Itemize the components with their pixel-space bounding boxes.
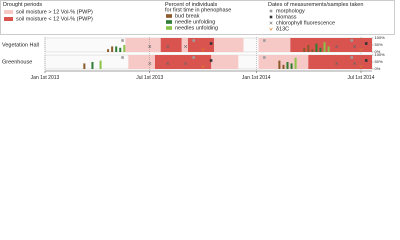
legend-label: chlorophyll fluorescence	[276, 20, 335, 26]
measurement-marker	[353, 44, 357, 49]
phenology-bar	[286, 62, 289, 69]
phenology-bar	[319, 47, 322, 52]
drought-period	[154, 55, 212, 69]
legend-title: for first time in phenophase	[165, 7, 231, 13]
legend-symbol	[269, 27, 273, 31]
legend-title: Percent of individuals	[165, 2, 218, 8]
measurement-marker	[192, 56, 196, 59]
row-label: Greenhouse	[2, 59, 32, 65]
measurement-marker	[359, 48, 363, 52]
x-tick-label: Jul 1st 2014	[348, 75, 375, 81]
measurement-marker	[192, 39, 196, 42]
legend-symbol	[269, 21, 273, 25]
y-tick-label: 50%	[375, 59, 383, 64]
row-label: Vegetation Hall	[2, 42, 39, 48]
drought-period	[258, 55, 320, 69]
measurement-marker	[201, 48, 205, 52]
legend-label: soil moisture < 12 Vol-% (PWP)	[16, 16, 93, 22]
x-tick-label: Jul 1st 2013	[136, 75, 163, 81]
y-tick-label: 100%	[375, 35, 386, 40]
legend-swatch	[4, 17, 13, 21]
legend-label: δ13C	[276, 26, 289, 32]
phenology-bar	[327, 46, 330, 52]
phenology-bar	[278, 60, 281, 69]
chart: Drought periods Percent of individuals f…	[0, 0, 395, 81]
measurement-marker	[184, 44, 188, 49]
legend-title: Drought periods	[3, 2, 42, 8]
legend-label: bud break	[175, 13, 200, 19]
y-tick-label: 0%	[375, 49, 381, 54]
measurement-marker	[148, 44, 152, 49]
measurement-marker	[350, 39, 354, 42]
measurement-marker	[166, 44, 170, 49]
legend-swatch	[166, 26, 172, 30]
drought-period	[290, 38, 372, 52]
x-tick-label: Jan 1st 2014	[242, 75, 271, 81]
legend-label: morphology	[276, 8, 305, 14]
legend-symbol	[269, 15, 273, 19]
measurement-marker	[364, 59, 368, 62]
measurement-marker	[263, 56, 266, 59]
legend-box	[0, 0, 395, 35]
measurement-marker	[209, 59, 213, 62]
y-tick-label: 100%	[375, 52, 386, 57]
phenology-bar	[111, 46, 114, 52]
measurement-marker	[263, 39, 266, 42]
measurement-marker	[201, 65, 205, 69]
legend-label: needles unfolding	[175, 25, 218, 31]
legend-title: Dates of measurements/samples taken	[268, 2, 363, 8]
measurement-marker	[353, 61, 357, 66]
legend-label: biomass	[276, 14, 297, 20]
legend-symbol	[269, 9, 273, 13]
phenology-bar	[99, 60, 102, 69]
drought-period	[125, 38, 244, 52]
phenology-bar	[119, 47, 122, 52]
phenology-bar	[123, 45, 126, 52]
phenology-bar	[294, 57, 297, 69]
phenology-bar	[91, 62, 94, 69]
phenology-bar	[83, 63, 86, 69]
legend-swatch	[166, 20, 172, 24]
drought-period	[308, 55, 372, 69]
measurement-marker	[121, 56, 124, 59]
legend-swatch	[166, 14, 172, 18]
phenology-bar	[115, 46, 118, 52]
measurement-marker	[184, 61, 188, 66]
drought-period	[187, 38, 214, 52]
phenology-bar	[311, 49, 314, 52]
legend-swatch	[4, 10, 13, 14]
phenology-bar	[282, 64, 285, 69]
legend-label: soil moisture > 12 Vol-% (PWP)	[16, 9, 93, 15]
phenology-bar	[307, 45, 310, 52]
measurement-marker	[364, 42, 368, 45]
x-tick-label: Jan 1st 2013	[31, 75, 60, 81]
legend-label: needle unfolding	[175, 19, 215, 25]
phenology-bar	[107, 49, 110, 52]
drought-period	[160, 38, 182, 52]
measurement-marker	[121, 39, 124, 42]
phenology-bar	[315, 43, 318, 52]
y-tick-label: 0%	[375, 66, 381, 71]
y-tick-label: 50%	[375, 42, 383, 47]
measurement-marker	[335, 44, 339, 49]
measurement-marker	[209, 42, 213, 45]
measurement-marker	[335, 61, 339, 66]
phenology-bar	[303, 47, 306, 52]
phenology-bar	[290, 63, 293, 69]
phenology-bar	[323, 42, 326, 52]
measurement-marker	[166, 61, 170, 66]
measurement-marker	[350, 56, 354, 59]
